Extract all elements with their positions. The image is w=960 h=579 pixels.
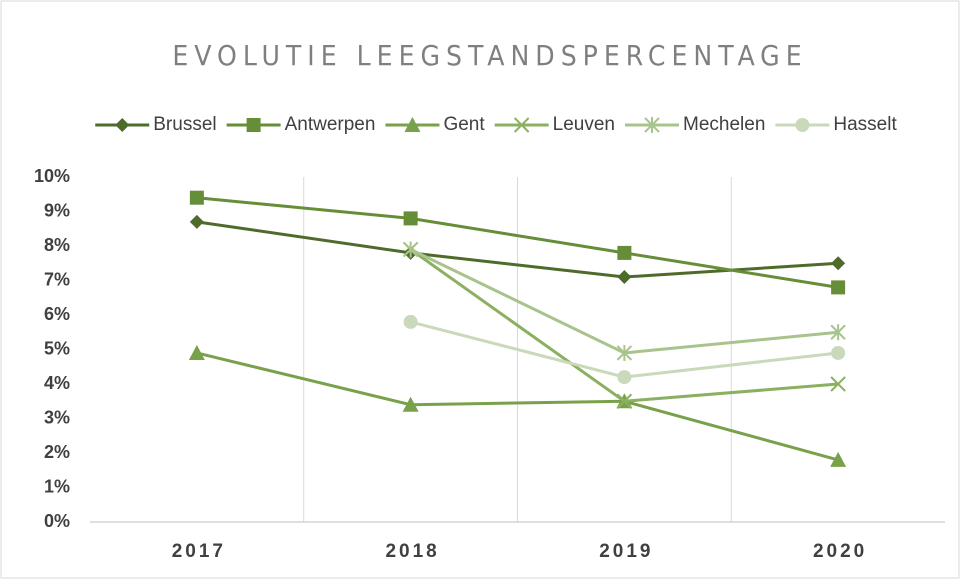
marker	[830, 376, 846, 392]
marker-shape	[115, 118, 130, 132]
marker-shape	[616, 344, 633, 361]
marker-shape	[617, 245, 632, 260]
marker	[830, 451, 847, 467]
marker-shape	[188, 344, 205, 360]
marker	[830, 324, 846, 341]
y-tick-label: 5%	[44, 338, 70, 358]
y-tick-label: 9%	[44, 200, 70, 220]
y-tick-label: 0%	[44, 511, 70, 531]
marker	[188, 344, 205, 360]
marker	[831, 280, 846, 295]
marker	[403, 211, 418, 226]
y-tick-label: 1%	[44, 476, 70, 496]
marker	[617, 270, 632, 285]
marker-shape	[403, 314, 418, 329]
marker-shape	[404, 117, 421, 132]
marker-shape	[616, 393, 633, 409]
marker-shape	[831, 345, 846, 360]
marker	[513, 117, 530, 133]
marker	[617, 245, 632, 260]
legend-label: Mechelen	[683, 114, 765, 135]
legend-label: Antwerpen	[285, 114, 376, 135]
marker-shape	[513, 117, 530, 133]
legend: Brussel Antwerpen Gent Leuven Mechelen Hassel…	[95, 114, 897, 135]
marker-shape	[403, 211, 418, 226]
marker	[403, 314, 418, 329]
y-tick-label: 2%	[44, 442, 70, 462]
y-tick-label: 3%	[44, 407, 70, 427]
marker	[402, 396, 419, 412]
y-tick-label: 6%	[44, 304, 70, 324]
legend-label: Gent	[443, 114, 485, 135]
chart-title: EVOLUTIE LEEGSTANDSPERCENTAGE	[172, 39, 807, 72]
marker	[617, 370, 632, 385]
marker	[404, 117, 421, 132]
marker	[644, 117, 660, 133]
x-tick-label: 2020	[813, 541, 867, 562]
marker	[402, 241, 419, 258]
marker	[616, 393, 633, 409]
marker-shape	[830, 451, 847, 467]
marker	[795, 118, 810, 132]
x-tick-label: 2019	[599, 541, 653, 562]
marker	[189, 190, 204, 205]
marker	[616, 344, 633, 361]
marker-shape	[617, 370, 632, 385]
series-line	[196, 196, 839, 289]
marker	[189, 214, 204, 229]
y-tick-label: 10%	[34, 166, 70, 186]
marker	[831, 345, 846, 360]
legend-label: Hasselt	[833, 114, 897, 135]
marker-shape	[831, 256, 846, 271]
marker	[246, 118, 261, 132]
legend-label: Brussel	[153, 114, 216, 135]
marker-shape	[795, 118, 810, 132]
marker-shape	[402, 396, 419, 412]
marker-shape	[830, 324, 846, 341]
marker-shape	[617, 270, 632, 285]
y-tick-label: 7%	[44, 269, 70, 289]
y-tick-label: 8%	[44, 235, 70, 255]
y-tick-label: 4%	[44, 373, 70, 393]
marker-shape	[402, 241, 419, 258]
marker-shape	[830, 376, 846, 392]
marker-shape	[644, 117, 660, 133]
marker-shape	[189, 214, 204, 229]
x-tick-label: 2018	[385, 541, 439, 562]
marker-shape	[246, 118, 261, 132]
marker-shape	[831, 280, 846, 295]
series-line	[196, 351, 839, 462]
marker	[831, 256, 846, 271]
marker-shape	[189, 190, 204, 205]
legend-label: Leuven	[553, 114, 615, 135]
marker	[115, 118, 130, 132]
x-tick-label: 2017	[172, 541, 226, 562]
